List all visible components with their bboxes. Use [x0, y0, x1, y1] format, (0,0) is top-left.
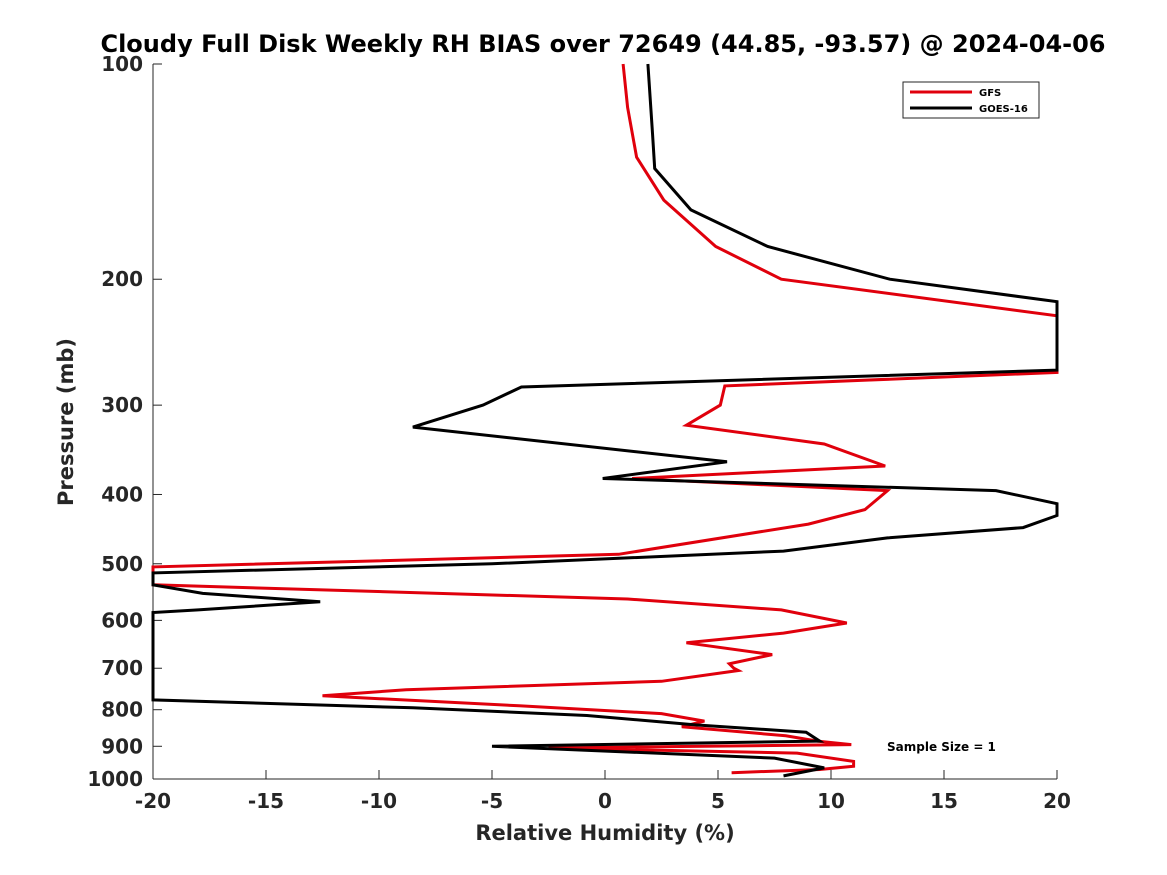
x-tick-label: -15: [248, 789, 284, 813]
legend: GFS GOES-16: [902, 81, 1040, 119]
y-tick-label: 1000: [87, 767, 143, 791]
y-tick-label: 400: [101, 482, 143, 506]
y-tick-label: 800: [101, 698, 143, 722]
x-ticks: -20 -15 -10 -5 0 5 10 15 20: [135, 770, 1071, 813]
x-tick-label: 15: [930, 789, 958, 813]
x-tick-label: 20: [1043, 789, 1071, 813]
y-tick-label: 100: [101, 52, 143, 76]
y-tick-label: 300: [101, 393, 143, 417]
x-tick-label: -20: [135, 789, 171, 813]
y-tick-label: 600: [101, 608, 143, 632]
x-tick-label: 5: [711, 789, 725, 813]
y-tick-label: 200: [101, 267, 143, 291]
plot-area: [152, 64, 1057, 780]
y-axis-label: Pressure (mb): [54, 338, 78, 506]
x-tick-label: -10: [361, 789, 397, 813]
series-line-gfs: [151, 63, 1059, 775]
series-line-goes-16: [151, 63, 1059, 778]
legend-label-gfs: GFS: [979, 88, 1001, 99]
x-tick-label: 10: [817, 789, 845, 813]
x-axis-label: Relative Humidity (%): [475, 821, 734, 845]
y-ticks: 100 200 300 400 500 600 700 800 900 1000: [87, 52, 162, 791]
legend-label-goes16: GOES-16: [979, 104, 1028, 115]
sample-size-annotation: Sample Size = 1: [887, 740, 996, 754]
y-tick-label: 500: [101, 552, 143, 576]
x-tick-label: 0: [598, 789, 612, 813]
y-tick-label: 900: [101, 734, 143, 758]
y-tick-label: 700: [101, 656, 143, 680]
chart-title: Cloudy Full Disk Weekly RH BIAS over 726…: [100, 30, 1105, 58]
legend-box: [902, 81, 1040, 119]
series-layer: [151, 63, 1059, 778]
x-tick-label: -5: [481, 789, 503, 813]
